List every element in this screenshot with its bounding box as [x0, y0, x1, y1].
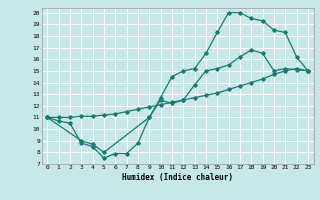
X-axis label: Humidex (Indice chaleur): Humidex (Indice chaleur) [122, 173, 233, 182]
